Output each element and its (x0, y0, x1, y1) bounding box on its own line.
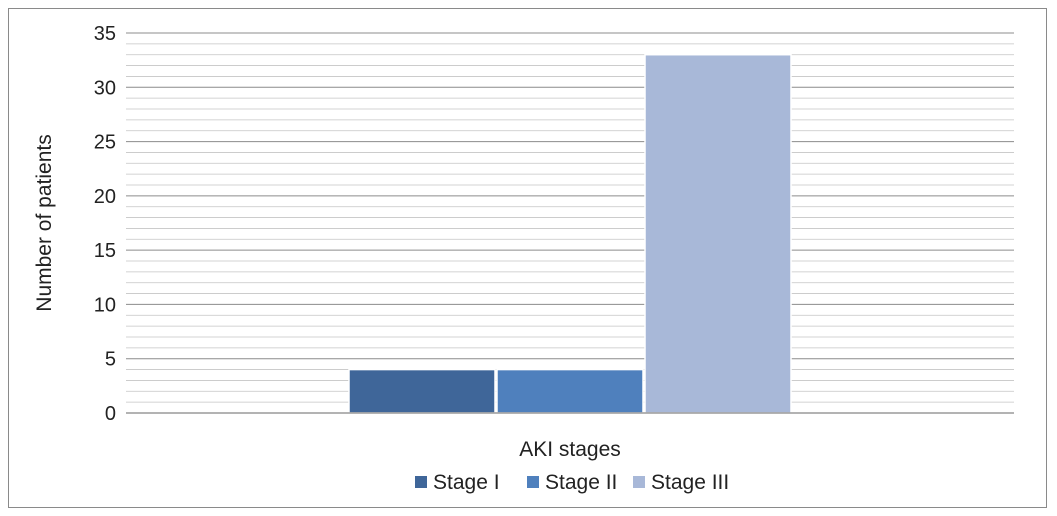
y-axis-title: Number of patients (33, 134, 56, 311)
legend-label: Stage III (651, 471, 729, 494)
bar-stage-i (348, 368, 496, 414)
legend: Stage I Stage II Stage III (415, 471, 729, 494)
grid-major-lines (126, 32, 1014, 360)
y-tick-label: 35 (94, 23, 116, 45)
legend-swatch (527, 476, 539, 488)
legend-label: Stage I (433, 471, 500, 494)
legend-label: Stage II (545, 471, 617, 494)
chart-svg: 0 5 10 15 20 25 30 35 Number of patients AKI st… (33, 23, 1014, 494)
legend-swatch (415, 476, 427, 488)
bars (348, 53, 792, 414)
y-tick-label: 25 (94, 132, 116, 154)
y-tick-label: 5 (105, 349, 116, 371)
y-tick-label: 30 (94, 77, 116, 99)
y-tick-labels: 0 5 10 15 20 25 30 35 (94, 23, 116, 425)
chart-frame: 0 5 10 15 20 25 30 35 Number of patients AKI st… (8, 8, 1047, 508)
legend-swatch (633, 476, 645, 488)
bar-stage-ii (496, 368, 644, 414)
y-tick-label: 10 (94, 294, 116, 316)
bar-stage-iii (644, 53, 792, 414)
y-tick-label: 20 (94, 186, 116, 208)
x-axis-title: AKI stages (519, 438, 621, 461)
grid-minor-lines (126, 43, 1014, 403)
y-tick-label: 0 (105, 403, 116, 425)
y-tick-label: 15 (94, 240, 116, 262)
